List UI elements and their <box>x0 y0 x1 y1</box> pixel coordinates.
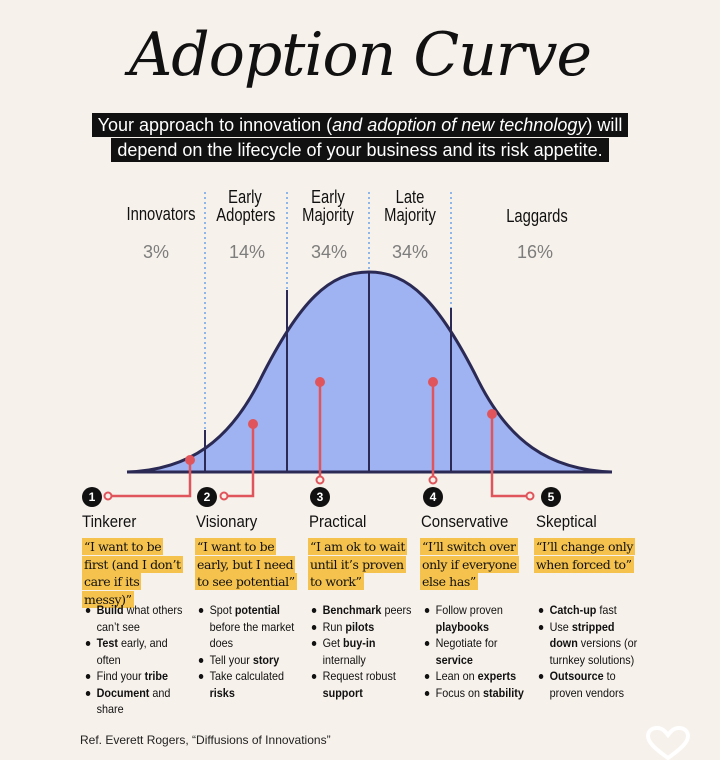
tip-item: Take calculated risks <box>198 668 304 701</box>
tips-tinkerer: Build what others can’t see Test early, … <box>84 602 190 718</box>
quote-visionary-text: “I want to be early, but I need to see p… <box>195 538 297 590</box>
tips-skeptical: Catch-up fast Use stripped down versions… <box>537 602 643 701</box>
subtitle: Your approach to innovation (and adoptio… <box>70 113 650 163</box>
tip-item: Follow proven playbooks <box>424 602 530 635</box>
tips-conservative: Follow proven playbooks Negotiate for se… <box>423 602 529 701</box>
tip-item: Test early, and often <box>85 635 191 668</box>
connector-4-end <box>428 475 438 485</box>
tip-item: Lean on experts <box>424 668 530 685</box>
step-number-5: 5 <box>541 487 561 507</box>
connector-3-dot <box>315 377 325 387</box>
quote-skeptical-text: “I’ll change only when forced to” <box>534 538 636 573</box>
quote-conservative-text: “I’ll switch over only if everyone else … <box>420 538 519 590</box>
segment-label-late-majority-text: Late Majority <box>384 187 436 225</box>
segment-label-late-majority: Late Majority <box>365 188 455 224</box>
tip-item: Get buy-in internally <box>311 635 417 668</box>
quote-visionary: “I want to be early, but I need to see p… <box>195 538 299 591</box>
subtitle-italic: and adoption of new technology <box>332 115 587 135</box>
step-number-1: 1 <box>82 487 102 507</box>
tip-item: Run pilots <box>311 619 417 636</box>
connector-5 <box>490 414 532 498</box>
tip-item: Request robust support <box>311 668 417 701</box>
persona-name-skeptical: Skeptical <box>536 512 597 531</box>
persona-name-visionary: Visionary <box>196 512 258 531</box>
tip-item: Benchmark peers <box>311 602 417 619</box>
quote-conservative: “I’ll switch over only if everyone else … <box>420 538 524 591</box>
tips-visionary: Spot potential before the market does Te… <box>197 602 303 701</box>
connector-1-dot <box>185 455 195 465</box>
segment-label-innovators: Innovators <box>126 204 196 224</box>
persona-name-practical: Practical <box>309 512 367 531</box>
subtitle-post: ) will depend on the lifecycle of your b… <box>117 115 623 160</box>
segment-pct-early-adopters: 14% <box>228 242 266 262</box>
persona-name-tinkerer: Tinkerer <box>82 512 137 531</box>
quote-tinkerer: “I want to be first (and I don’t care if… <box>82 538 186 608</box>
segment-pct-late-majority: 34% <box>391 242 429 262</box>
page-title: Adoption Curve <box>128 20 592 90</box>
connector-3-end <box>315 475 325 485</box>
segment-pct-innovators: 3% <box>142 242 169 262</box>
segment-label-early-adopters: Early Adopters <box>200 188 290 224</box>
step-number-4: 4 <box>423 487 443 507</box>
subtitle-pre: Your approach to innovation ( <box>97 115 333 135</box>
segment-pct-laggards: 16% <box>516 242 554 262</box>
tip-item: Document and share <box>85 685 191 718</box>
tip-item: Catch-up fast <box>538 602 644 619</box>
quote-practical: “I am ok to wait until it’s proven to wo… <box>308 538 412 591</box>
connector-4-dot <box>428 377 438 387</box>
step-number-2: 2 <box>197 487 217 507</box>
tip-item: Find your tribe <box>85 668 191 685</box>
segment-label-early-adopters-text: Early Adopters <box>216 187 276 225</box>
tip-item: Negotiate for service <box>424 635 530 668</box>
heart-icon[interactable] <box>644 726 692 760</box>
segment-pct-early-majority: 34% <box>310 242 348 262</box>
connector-5-dot <box>487 409 497 419</box>
tip-item: Tell your story <box>198 652 304 669</box>
quote-practical-text: “I am ok to wait until it’s proven to wo… <box>308 538 407 590</box>
bell-curve-outline <box>126 270 613 474</box>
persona-name-conservative: Conservative <box>421 512 509 531</box>
step-number-3: 3 <box>310 487 330 507</box>
subtitle-banner: Your approach to innovation (and adoptio… <box>91 113 629 162</box>
connector-2-end <box>219 491 229 501</box>
segment-label-early-majority: Early Majority <box>283 188 373 224</box>
tip-item: Focus on stability <box>424 685 530 702</box>
connector-2 <box>222 424 255 498</box>
connector-1-end <box>103 491 113 501</box>
connector-2-dot <box>248 419 258 429</box>
tip-item: Spot potential before the market does <box>198 602 304 652</box>
tip-item: Build what others can’t see <box>85 602 191 635</box>
quote-skeptical: “I’ll change only when forced to” <box>534 538 638 573</box>
reference-note: Ref. Everett Rogers, “Diffusions of Inno… <box>80 733 331 747</box>
connector-1 <box>105 460 192 498</box>
quote-tinkerer-text: “I want to be first (and I don’t care if… <box>82 538 183 608</box>
connector-5-end <box>525 491 535 501</box>
tip-item: Outsource to proven vendors <box>538 668 644 701</box>
tips-practical: Benchmark peers Run pilots Get buy-in in… <box>310 602 416 701</box>
segment-label-laggards: Laggards <box>506 206 568 226</box>
tip-item: Use stripped down versions (or turnkey s… <box>538 619 644 669</box>
segment-label-early-majority-text: Early Majority <box>302 187 354 225</box>
